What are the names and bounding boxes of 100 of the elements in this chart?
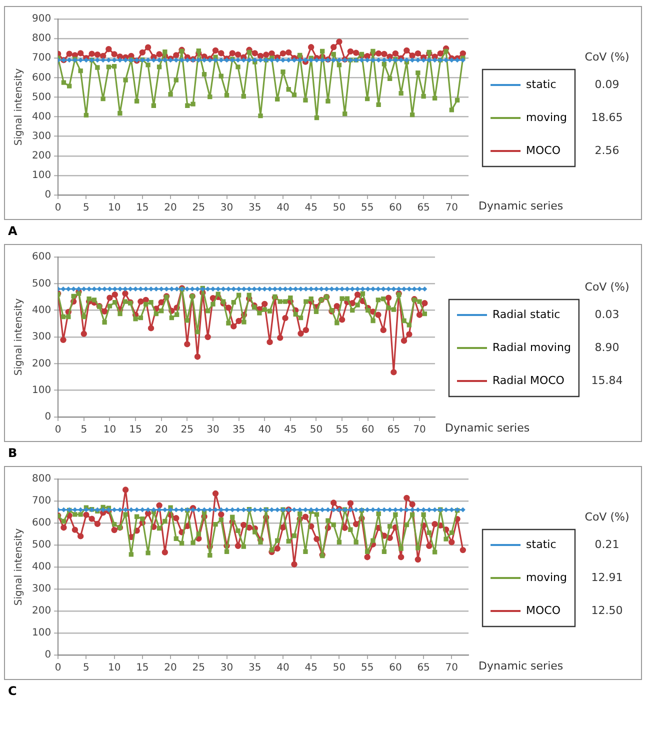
y-tick-label: 900 (32, 14, 52, 25)
y-axis-title: Signal intensity (14, 528, 25, 606)
x-tick-label: 10 (108, 202, 121, 214)
text: 15.84 (591, 374, 623, 387)
legend-label: static (526, 538, 556, 551)
x-tick-label: 45 (304, 662, 318, 674)
text: CoV (%) (584, 280, 630, 294)
y-tick-label: 300 (32, 332, 52, 343)
x-tick-label: 40 (276, 662, 290, 674)
x-tick-label: 5 (83, 202, 90, 214)
x-tick-label: 70 (413, 424, 426, 436)
x-axis-title: Dynamic series (445, 421, 530, 434)
y-tick-label: 600 (32, 252, 52, 263)
x-tick-label: 30 (206, 424, 220, 436)
x-tick-label: 0 (54, 424, 62, 436)
legend-label: Radial static (492, 308, 560, 321)
x-tick-label: 65 (417, 662, 430, 674)
x-tick-label: 5 (83, 662, 90, 674)
x-tick-label: 65 (387, 424, 400, 436)
y-tick-label: 300 (32, 130, 52, 142)
text: CoV (%) (584, 510, 630, 524)
x-tick-label: 50 (332, 662, 346, 674)
text: 0.09 (594, 78, 620, 91)
legend-label: moving (526, 110, 568, 124)
x-tick-label: 30 (220, 662, 234, 674)
text: 0.21 (594, 538, 620, 551)
x-tick-label: 60 (362, 424, 374, 436)
legend-label: static (526, 78, 556, 91)
y-tick-label: 800 (32, 474, 52, 485)
legend-label: MOCO (526, 144, 561, 157)
x-tick-label: 60 (389, 662, 402, 674)
x-tick-label: 40 (258, 424, 271, 436)
y-tick-label: 500 (32, 278, 52, 290)
y-tick-label: 400 (32, 562, 52, 573)
y-tick-label: 100 (32, 170, 52, 182)
y-axis-title: Signal intensity (14, 68, 25, 146)
y-tick-label: 500 (32, 540, 52, 551)
text: A (8, 224, 18, 238)
x-tick-label: 15 (136, 202, 149, 214)
y-tick-label: 500 (32, 92, 52, 103)
x-tick-label: 10 (108, 662, 121, 674)
x-tick-label: 15 (136, 662, 149, 674)
text: CoV (%) (584, 50, 630, 64)
x-tick-label: 55 (336, 424, 348, 436)
text: B (8, 446, 18, 460)
x-tick-label: 20 (154, 424, 168, 436)
x-tick-label: 35 (248, 662, 262, 674)
y-tick-label: 700 (32, 496, 52, 507)
x-tick-label: 20 (164, 202, 177, 214)
x-tick-label: 70 (445, 662, 458, 674)
x-tick-label: 20 (164, 662, 177, 674)
y-tick-label: 100 (32, 384, 52, 396)
x-tick-label: 0 (54, 202, 62, 214)
text: 18.65 (591, 110, 623, 124)
x-tick-label: 55 (360, 202, 374, 214)
y-tick-label: 200 (32, 606, 52, 617)
y-tick-label: 100 (32, 628, 52, 639)
text: 0.03 (594, 308, 620, 321)
y-tick-label: 0 (44, 190, 52, 201)
x-tick-label: 35 (232, 424, 246, 436)
y-tick-label: 700 (32, 52, 52, 64)
x-tick-label: 50 (310, 424, 323, 436)
y-tick-label: 400 (32, 304, 52, 316)
text: 12.91 (591, 570, 623, 584)
x-tick-label: 40 (276, 202, 290, 214)
x-tick-label: 25 (192, 202, 206, 214)
x-tick-label: 35 (248, 202, 262, 214)
x-tick-label: 25 (192, 662, 206, 674)
y-tick-label: 600 (32, 518, 52, 529)
x-tick-label: 65 (417, 202, 430, 214)
y-axis-title: Signal intensity (14, 298, 25, 376)
y-tick-label: 800 (32, 33, 52, 44)
x-tick-label: 5 (80, 424, 88, 436)
x-tick-label: 45 (284, 424, 297, 436)
x-tick-label: 70 (445, 202, 458, 214)
y-tick-label: 200 (32, 358, 52, 370)
x-tick-label: 0 (54, 662, 62, 674)
x-axis-title: Dynamic series (478, 659, 564, 672)
legend-label: Radial MOCO (492, 374, 565, 387)
y-tick-label: 0 (44, 650, 52, 661)
x-tick-label: 10 (103, 424, 116, 436)
x-tick-label: 50 (332, 202, 346, 214)
x-tick-label: 60 (389, 202, 402, 214)
x-tick-label: 30 (220, 202, 234, 214)
legend-label: Radial moving (492, 340, 571, 354)
x-tick-label: 45 (304, 202, 318, 214)
legend-label: MOCO (526, 604, 561, 617)
y-tick-label: 200 (32, 150, 52, 162)
x-tick-label: 55 (360, 662, 374, 674)
text: 12.50 (591, 604, 623, 617)
x-axis-title: Dynamic series (478, 199, 564, 212)
x-tick-label: 15 (129, 424, 142, 436)
x-tick-label: 25 (180, 424, 194, 436)
text: C (8, 684, 18, 698)
text: 8.90 (594, 340, 620, 354)
text: 2.56 (594, 144, 620, 157)
y-tick-label: 300 (32, 584, 52, 595)
y-tick-label: 600 (32, 72, 52, 84)
legend-label: moving (526, 570, 568, 584)
y-tick-label: 400 (32, 111, 52, 122)
